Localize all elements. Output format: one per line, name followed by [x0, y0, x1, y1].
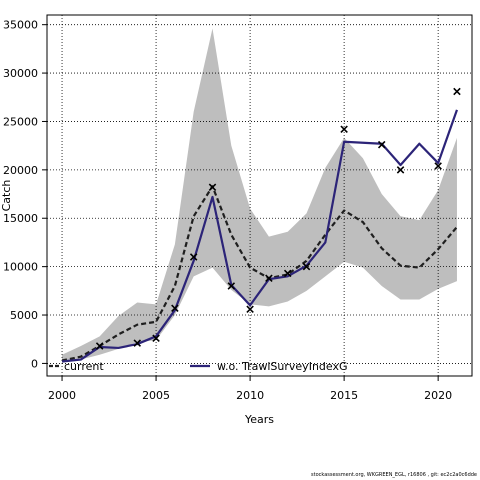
observed-point	[227, 282, 236, 290]
legend-label-wo-trawlsurveyindexg: w.o. TrawlSurveyIndexG	[217, 360, 348, 373]
x-tick-label: 2010	[236, 389, 264, 402]
observed-point	[434, 162, 442, 170]
x-axis-title: Years	[244, 413, 274, 426]
x-axis: 2000 2005 2010 2015 2020	[48, 376, 452, 402]
observed-point	[246, 305, 254, 313]
observed-point	[283, 269, 292, 278]
y-axis-title: Catch	[0, 180, 13, 212]
legend-label-current: current	[64, 360, 104, 373]
observed-point	[171, 304, 179, 313]
footer-note: stockassessment.org, WKGREEN_EGL, r16806…	[311, 472, 477, 478]
confidence-band	[62, 28, 457, 363]
observed-point	[152, 334, 160, 343]
observed-point	[302, 262, 311, 271]
band-layer	[62, 28, 457, 363]
y-tick-label: 10000	[3, 261, 38, 274]
legend: current w.o. TrawlSurveyIndexG	[49, 360, 348, 373]
observed-point	[396, 166, 405, 174]
plot-frame	[46, 14, 473, 377]
grid-layer	[47, 15, 472, 376]
observed-point	[95, 342, 104, 350]
observed-point	[340, 125, 348, 133]
observed-point	[377, 140, 386, 149]
observed-point	[453, 87, 461, 96]
y-tick-label: 35000	[3, 19, 38, 32]
y-axis: 0 5000 10000 15000 20000 25000 30000 35000	[3, 19, 47, 370]
series-layer	[61, 109, 458, 363]
y-tick-label: 0	[31, 357, 38, 370]
y-tick-label: 5000	[10, 309, 38, 322]
observed-point	[133, 339, 142, 347]
observed-point	[265, 274, 273, 283]
series-line-current	[61, 185, 458, 362]
y-tick-label: 15000	[3, 212, 38, 225]
y-tick-label: 30000	[3, 67, 38, 80]
x-tick-label: 2020	[424, 389, 452, 402]
y-tick-label: 25000	[3, 115, 38, 128]
x-tick-label: 2005	[142, 389, 170, 402]
y-tick-label: 20000	[3, 164, 38, 177]
series-line-wo-trawlsurveyindexg	[61, 109, 458, 363]
observed-point	[189, 253, 198, 261]
x-tick-label: 2015	[330, 389, 358, 402]
x-tick-label: 2000	[48, 389, 76, 402]
observed-point	[208, 183, 217, 192]
observed-layer	[95, 87, 461, 350]
